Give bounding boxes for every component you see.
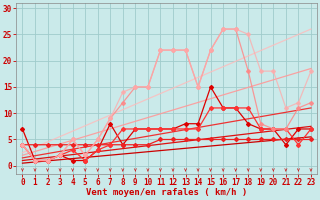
X-axis label: Vent moyen/en rafales ( km/h ): Vent moyen/en rafales ( km/h ) bbox=[86, 188, 247, 197]
